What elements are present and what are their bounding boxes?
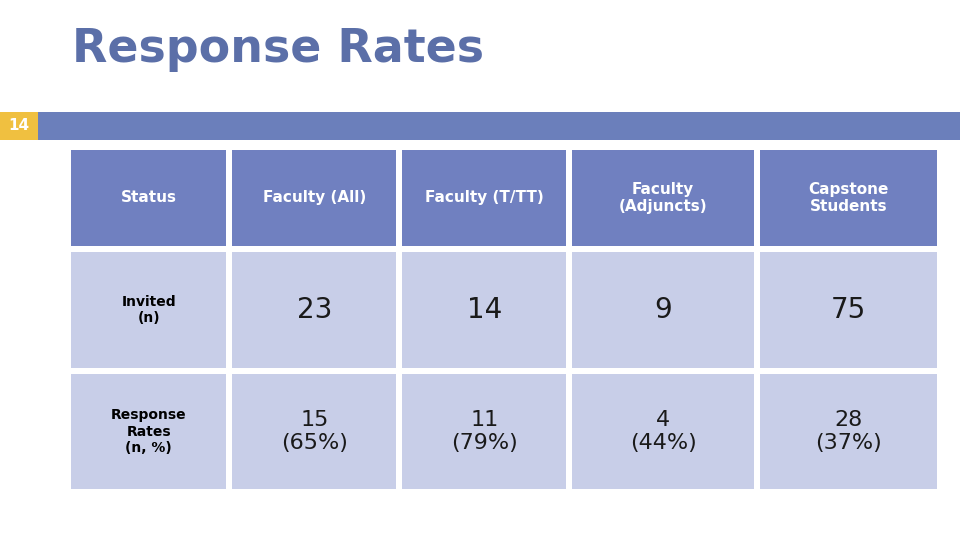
Text: 9: 9 [655,296,672,324]
Bar [402,150,566,246]
Bar [232,374,396,489]
Bar [402,374,566,489]
Text: 28
(37%): 28 (37%) [815,410,882,453]
Bar [402,252,566,368]
Text: 15
(65%): 15 (65%) [281,410,348,453]
Bar [760,374,937,489]
Text: 23: 23 [297,296,332,324]
Text: 11
(79%): 11 (79%) [451,410,517,453]
Bar [71,252,227,368]
Bar [232,252,396,368]
Bar [0,112,38,140]
Text: 14: 14 [9,118,30,133]
Bar [232,150,396,246]
Bar [572,374,754,489]
Bar [71,374,227,489]
Text: Faculty
(Adjuncts): Faculty (Adjuncts) [619,181,708,214]
Bar [760,150,937,246]
Text: Invited
(n): Invited (n) [121,295,176,325]
Bar [71,150,227,246]
Bar [38,112,960,140]
Bar [572,150,754,246]
Text: 4
(44%): 4 (44%) [630,410,697,453]
Bar [572,252,754,368]
Text: 14: 14 [467,296,502,324]
Text: Status: Status [121,191,177,205]
Text: Faculty (All): Faculty (All) [263,191,366,205]
Text: Response Rates: Response Rates [72,28,484,72]
Text: Response
Rates
(n, %): Response Rates (n, %) [110,408,186,455]
Text: Capstone
Students: Capstone Students [808,181,889,214]
Text: Faculty (T/TT): Faculty (T/TT) [425,191,543,205]
Bar [760,252,937,368]
Text: 75: 75 [830,296,866,324]
